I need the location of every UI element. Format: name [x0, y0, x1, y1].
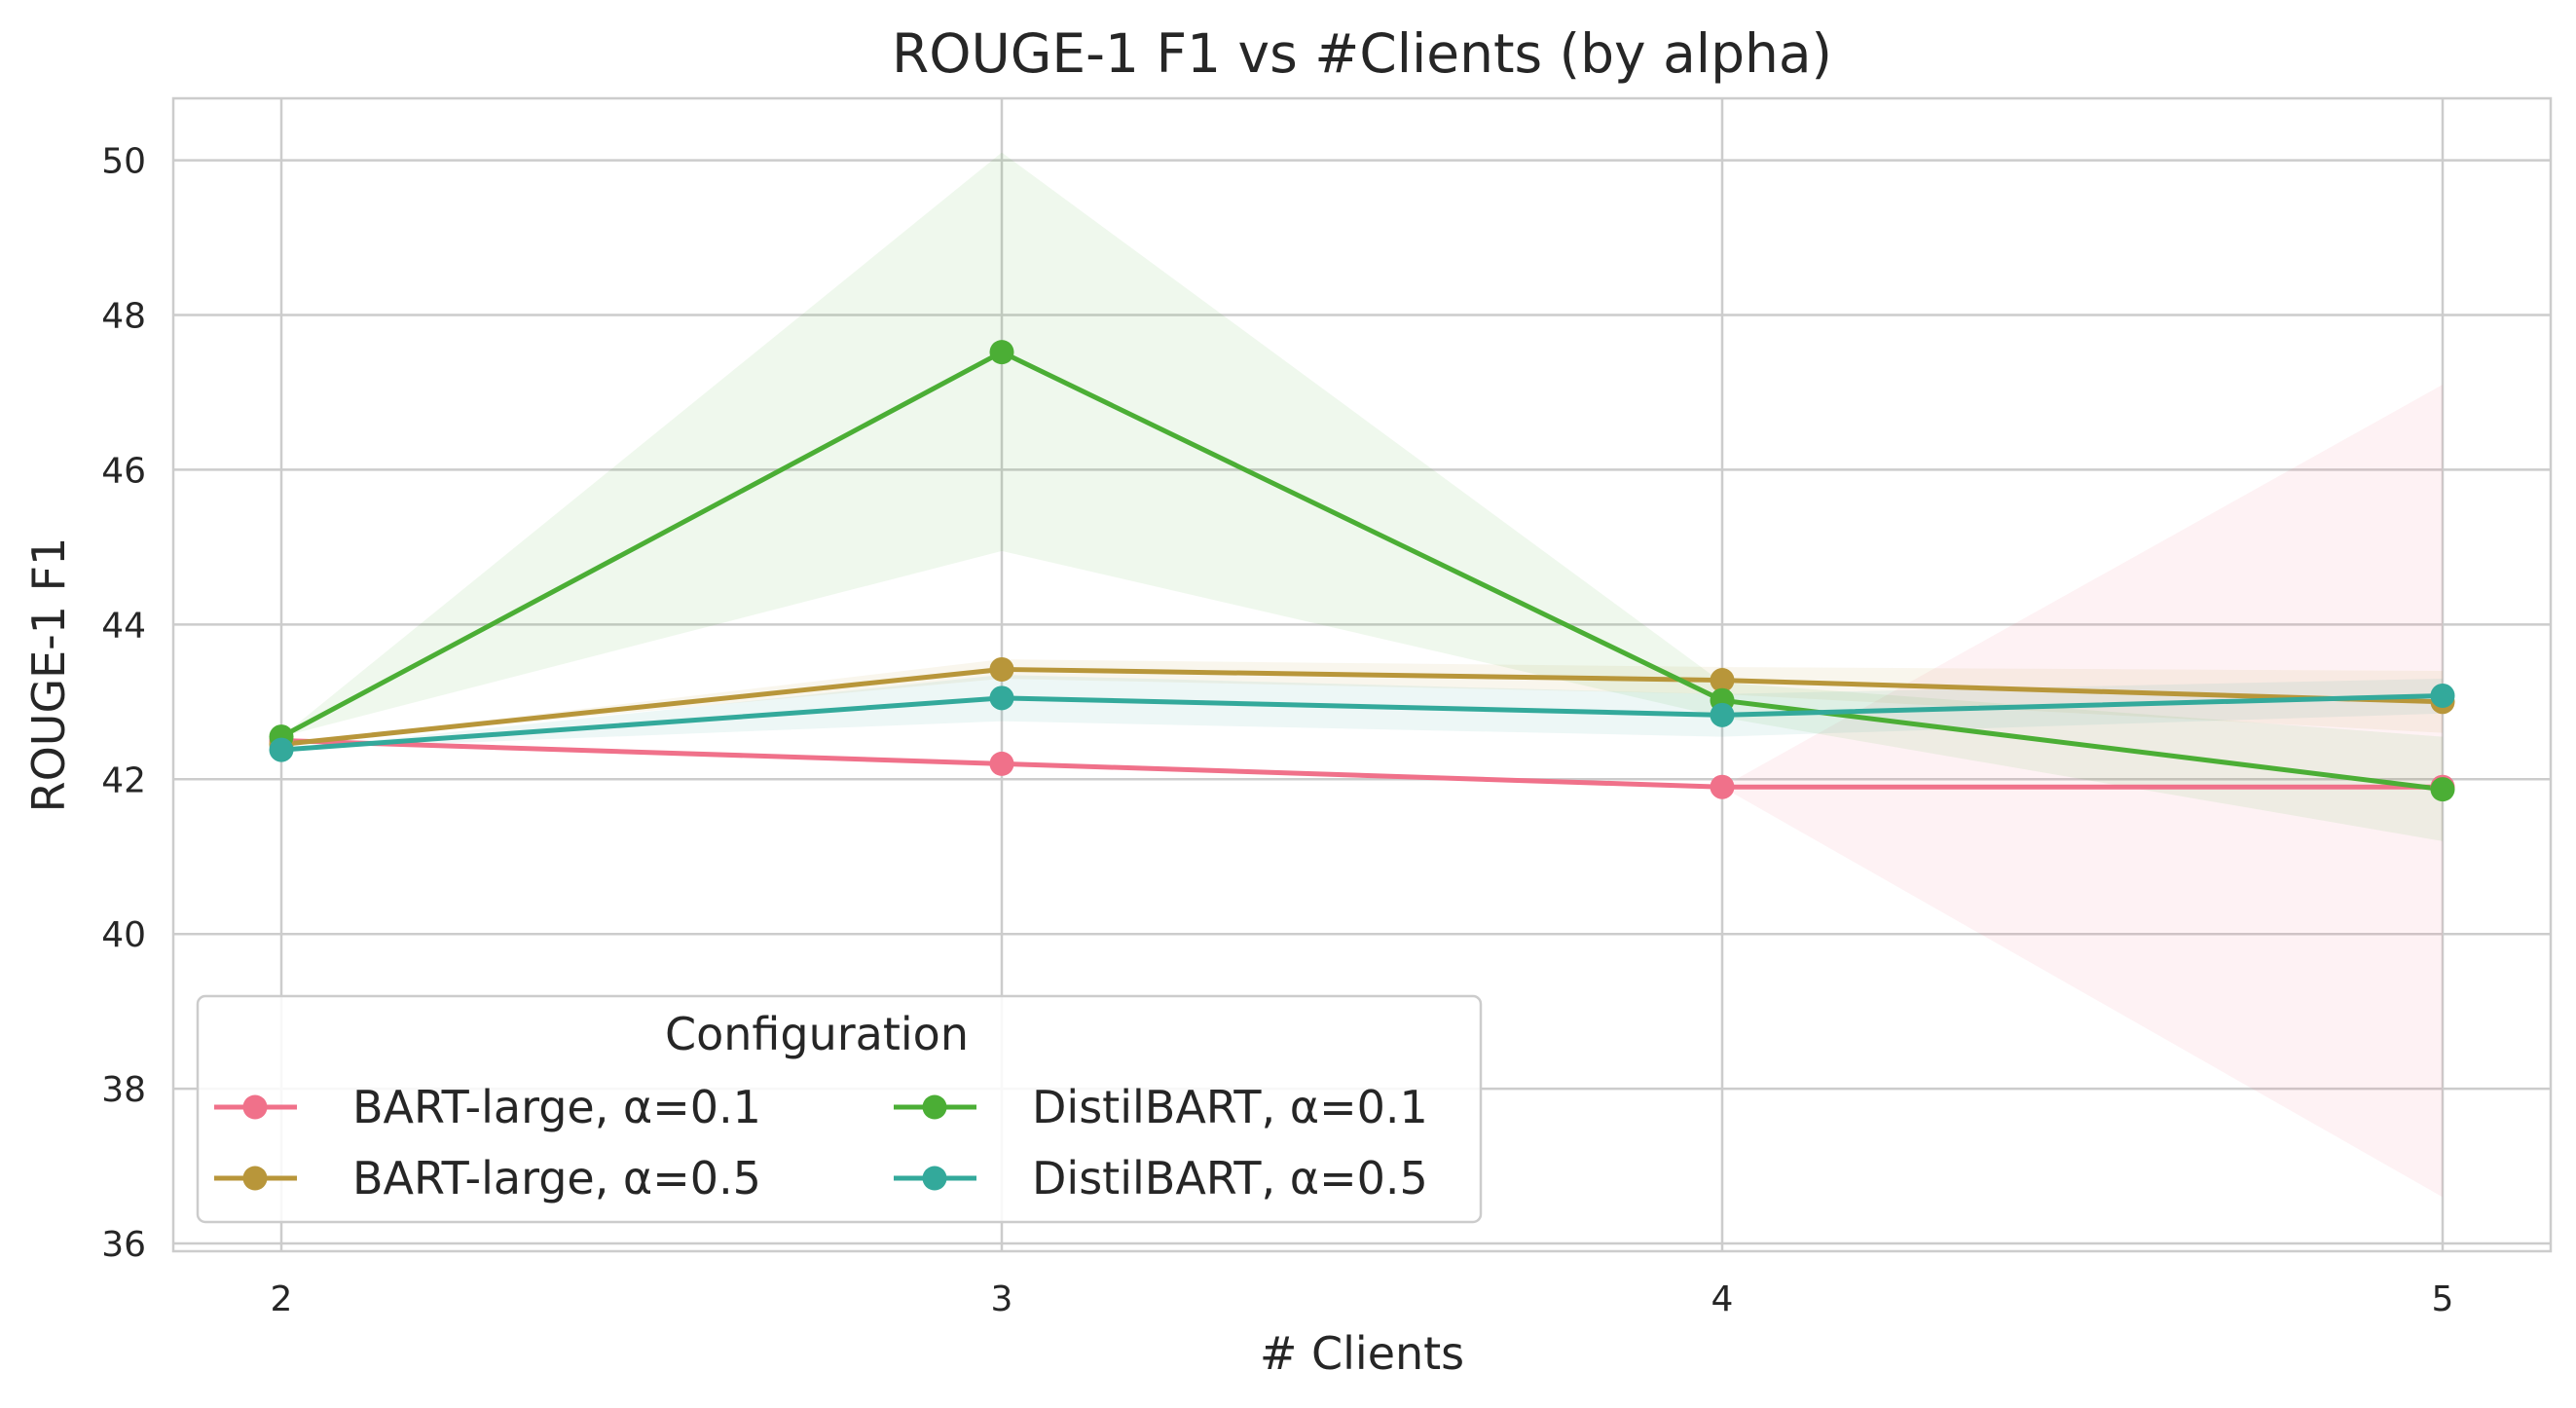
- series-lines: [279, 350, 2444, 793]
- data-point: [2430, 777, 2455, 802]
- series-line-3: [280, 692, 2444, 753]
- legend-title: Configuration: [665, 1008, 969, 1060]
- confidence-bands: [281, 152, 2443, 1198]
- legend-label: DistilBART, α=0.5: [1032, 1152, 1428, 1204]
- series-points: [269, 340, 2455, 802]
- y-tick-label: 46: [101, 451, 146, 491]
- x-tick-labels: 2 3 4 5: [271, 1279, 2454, 1319]
- legend-entries: BART-large, α=0.1 BART-large, α=0.5 Distil…: [214, 1081, 1428, 1204]
- y-axis-title: ROUGE-1 F1: [22, 537, 75, 813]
- chart-title: ROUGE-1 F1 vs #Clients (by alpha): [892, 22, 1832, 85]
- plot-frame: [171, 96, 2553, 1253]
- legend-label: DistilBART, α=0.1: [1032, 1081, 1428, 1133]
- data-point: [989, 685, 1014, 711]
- legend-swatch-marker: [242, 1166, 268, 1191]
- x-tick-label: 2: [271, 1279, 293, 1319]
- data-point: [2430, 683, 2455, 708]
- legend-entry: DistilBART, α=0.5: [894, 1152, 1428, 1204]
- legend-entry: DistilBART, α=0.1: [894, 1081, 1428, 1133]
- data-point: [989, 340, 1014, 365]
- x-axis-title: # Clients: [1260, 1327, 1464, 1380]
- confidence-band-3: [281, 675, 2443, 751]
- y-tick-label: 40: [101, 915, 146, 955]
- legend-entry: BART-large, α=0.5: [214, 1152, 761, 1204]
- y-tick-label: 50: [101, 142, 146, 182]
- y-tick-label: 44: [101, 606, 146, 646]
- series-line-0: [280, 738, 2443, 790]
- legend-swatch-marker: [922, 1094, 947, 1120]
- data-point: [1710, 668, 1735, 693]
- data-point: [269, 737, 294, 762]
- series-line-1: [280, 666, 2444, 748]
- legend: Configuration BART-large, α=0.1BART-larg…: [196, 994, 1483, 1224]
- legend-swatch-marker: [242, 1094, 268, 1120]
- data-point: [1710, 702, 1735, 727]
- x-tick-label: 5: [2432, 1279, 2454, 1319]
- legend-label: BART-large, α=0.5: [352, 1152, 761, 1204]
- y-tick-label: 36: [101, 1225, 146, 1265]
- legend-box: [196, 994, 1483, 1224]
- data-point: [989, 656, 1014, 682]
- confidence-band-1: [281, 659, 2443, 745]
- legend-swatch-marker: [922, 1166, 947, 1191]
- y-tick-label: 38: [101, 1070, 146, 1110]
- y-tick-label: 48: [101, 296, 146, 336]
- x-tick-label: 3: [991, 1279, 1013, 1319]
- data-point: [989, 751, 1014, 776]
- y-tick-label: 42: [101, 760, 146, 800]
- confidence-band-0: [281, 385, 2443, 1198]
- legend-label: BART-large, α=0.1: [352, 1081, 761, 1133]
- data-point: [1710, 774, 1735, 799]
- legend-entry: BART-large, α=0.1: [214, 1081, 761, 1133]
- y-tick-labels: 36 38 40 42 44 46 48 50: [101, 142, 146, 1265]
- x-tick-label: 4: [1711, 1279, 1734, 1319]
- confidence-band-2: [281, 152, 2443, 841]
- series-line-2: [279, 350, 2444, 793]
